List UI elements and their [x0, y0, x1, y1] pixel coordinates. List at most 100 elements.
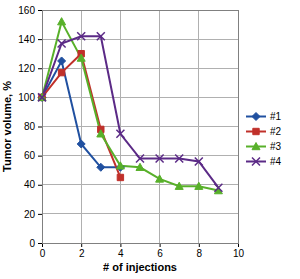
- y-tick-label: 40: [24, 179, 36, 190]
- x-tick-label: 6: [157, 248, 163, 259]
- markers: [38, 18, 222, 194]
- grid-line: [42, 213, 238, 214]
- legend-label: #1: [270, 111, 282, 122]
- x-tick-label: 10: [233, 248, 245, 259]
- y-tick-mark: [38, 39, 42, 40]
- x-tick-mark: [160, 243, 161, 247]
- y-tick-label: 140: [18, 34, 35, 45]
- series-marker: [156, 175, 164, 182]
- chart: 0246810020406080100120140160# of injecti…: [0, 0, 300, 279]
- series-line: [42, 22, 218, 191]
- y-tick: 160: [18, 5, 42, 16]
- series-marker: [116, 130, 124, 138]
- x-tick-mark: [238, 243, 239, 247]
- x-tick: 8: [197, 243, 203, 259]
- x-tick: 0: [40, 243, 46, 259]
- x-tick-label: 0: [40, 248, 46, 259]
- series-marker: [195, 182, 203, 189]
- y-tick: 120: [18, 63, 42, 74]
- legend-entry: #3: [246, 141, 282, 152]
- y-tick: 0: [29, 238, 42, 249]
- y-tick-mark: [38, 68, 42, 69]
- x-axis-line: [43, 244, 239, 248]
- legend-label: #2: [270, 126, 282, 137]
- y-tick-label: 20: [24, 209, 36, 220]
- y-tick-mark: [38, 156, 42, 157]
- grid-line: [42, 68, 238, 69]
- grid-line: [42, 97, 238, 98]
- y-axis: 0 20 40 60 80 100 120 140 160: [18, 5, 42, 249]
- legend-entry: #1: [246, 111, 282, 122]
- series-marker: [97, 32, 105, 40]
- series-marker: [97, 130, 105, 137]
- series-marker: [77, 54, 85, 61]
- x-tick-mark: [120, 243, 121, 247]
- grid-line: [198, 10, 199, 243]
- series-marker: [58, 18, 66, 25]
- grid-line: [120, 10, 121, 243]
- series-marker: [175, 182, 183, 189]
- y-tick: 40: [24, 179, 42, 190]
- series-marker: [195, 157, 203, 165]
- series-marker: [97, 163, 105, 171]
- y-tick: 80: [24, 121, 42, 132]
- y-tick-mark: [38, 185, 42, 186]
- y-tick: 60: [24, 150, 42, 161]
- y-tick-mark: [38, 10, 42, 11]
- y-tick: 20: [24, 209, 42, 220]
- series-marker: [156, 155, 164, 163]
- series-marker: [58, 57, 66, 65]
- grid-line: [42, 184, 238, 185]
- legend: #1 #2 #3 #4: [246, 111, 282, 167]
- x-axis: 0 2 4 6 8 10: [40, 243, 245, 259]
- x-tick-label: 2: [79, 248, 85, 259]
- series-marker: [77, 32, 85, 40]
- y-axis-title: Tumor volume, %: [1, 81, 13, 172]
- legend-entry: #4: [246, 156, 282, 167]
- x-tick-label: 4: [118, 248, 124, 259]
- series-marker: [77, 140, 85, 148]
- series-marker: [117, 174, 123, 180]
- series-marker: [38, 93, 46, 100]
- x-tick: 6: [157, 243, 163, 259]
- series-marker: [116, 162, 124, 169]
- series-marker: [175, 155, 183, 163]
- x-axis-title: # of injections: [103, 261, 177, 273]
- x-tick: 4: [118, 243, 124, 259]
- y-tick-label: 60: [24, 150, 36, 161]
- y-tick-label: 100: [18, 92, 35, 103]
- series-line: [42, 36, 218, 187]
- x-tick-mark: [81, 243, 82, 247]
- lines: [42, 22, 218, 191]
- x-tick-mark: [199, 243, 200, 247]
- plot-frame: [42, 10, 238, 243]
- y-tick-label: 80: [24, 121, 36, 132]
- legend-marker: [252, 143, 260, 150]
- series-marker: [136, 155, 144, 163]
- y-tick-mark: [38, 127, 42, 128]
- y-tick-mark: [38, 214, 42, 215]
- grid-line: [159, 10, 160, 243]
- y-tick: 140: [18, 34, 42, 45]
- series-marker: [38, 93, 46, 101]
- legend-marker: [252, 158, 260, 166]
- x-tick: 10: [233, 243, 245, 259]
- grid: [42, 10, 238, 243]
- grid-line: [42, 126, 238, 127]
- plot: 0246810020406080100120140160: [18, 5, 244, 259]
- series-marker: [58, 39, 66, 47]
- grid-line: [42, 155, 238, 156]
- y-tick-label: 120: [18, 63, 35, 74]
- y-tick-mark: [38, 243, 42, 244]
- legend-marker: [253, 128, 259, 134]
- legend-entry: #2: [246, 126, 282, 137]
- series-marker: [58, 69, 64, 75]
- x-tick: 2: [79, 243, 85, 259]
- x-tick-label: 8: [197, 248, 203, 259]
- series-marker: [214, 184, 222, 192]
- y-tick-label: 0: [29, 238, 35, 249]
- y-tick-label: 160: [18, 5, 35, 16]
- legend-label: #3: [270, 141, 282, 152]
- legend-marker: [252, 113, 260, 121]
- grid-line: [81, 10, 82, 243]
